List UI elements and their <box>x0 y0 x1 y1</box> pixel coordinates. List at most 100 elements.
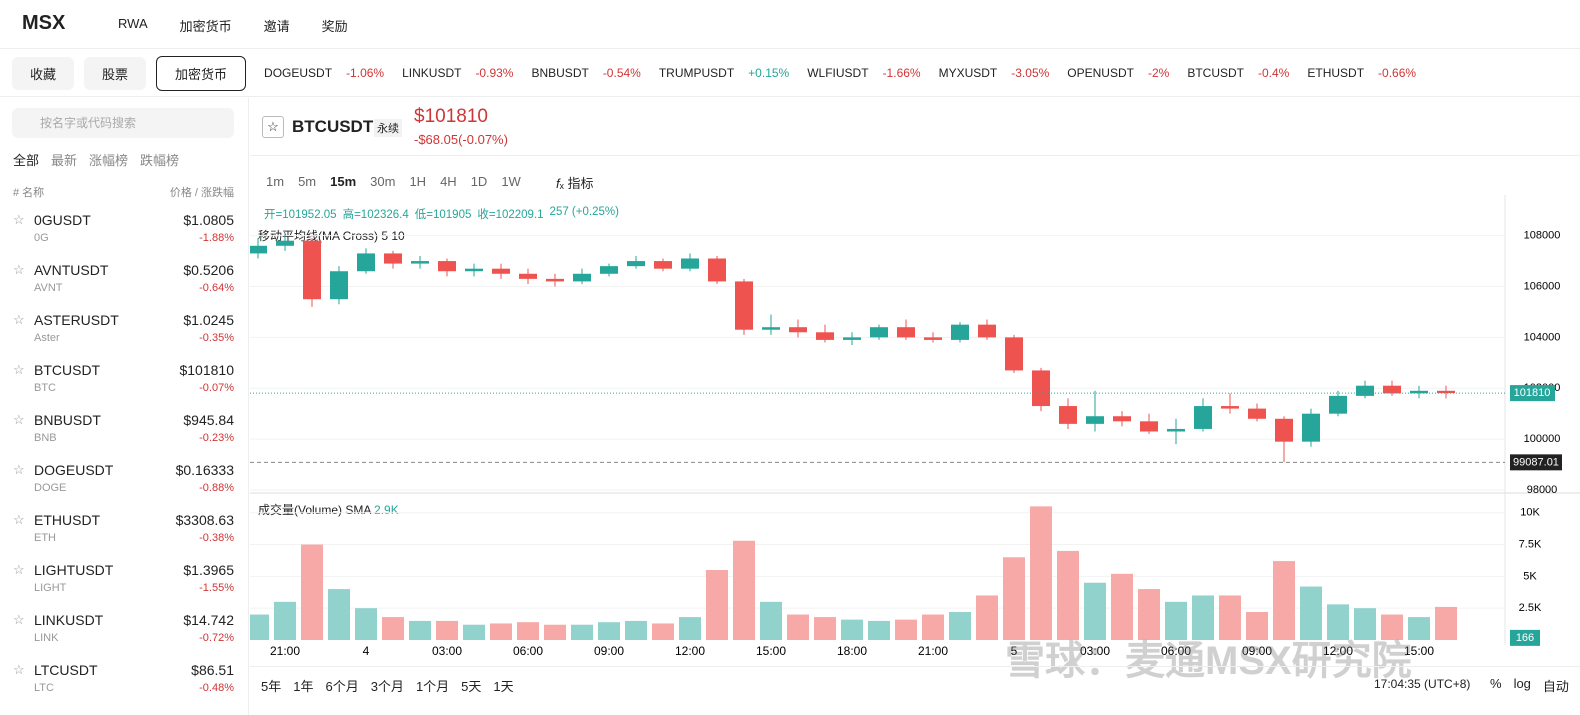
range[interactable]: 6个月 <box>325 679 359 694</box>
volume-bar <box>1273 561 1295 640</box>
filter[interactable]: 跌幅榜 <box>140 153 180 168</box>
y-tick-label: 10K <box>1520 507 1540 519</box>
tab[interactable]: 加密货币 <box>156 55 247 91</box>
ticker-name[interactable]: MYXUSDT <box>938 66 998 80</box>
volume-bar <box>868 620 890 640</box>
chart: 980001000001020001040001060001080002.5K5… <box>250 195 1580 658</box>
star: ☆ <box>13 262 25 277</box>
x-tick-label: 06:00 <box>513 644 543 658</box>
ticker-name[interactable]: ETHUSDT <box>1307 66 1365 80</box>
market-row[interactable]: ☆ BNBUSDT BNB $945.84 -0.23% <box>0 408 248 458</box>
price: $0.5206 <box>183 262 234 278</box>
candle-body <box>1302 413 1320 442</box>
candle-body <box>978 324 996 338</box>
ticker-name[interactable]: OPENUSDT <box>1067 66 1134 80</box>
market-row[interactable]: ☆ LINKUSDT LINK $14.742 -0.72% <box>0 608 248 658</box>
candle-body <box>708 258 726 282</box>
range[interactable]: 5年 <box>261 679 282 694</box>
ticker-name[interactable]: BTCUSDT <box>1187 66 1244 80</box>
divider <box>250 155 1580 156</box>
candle-body <box>546 278 564 282</box>
scale-button[interactable]: 自动 <box>1542 679 1569 694</box>
range[interactable]: 3个月 <box>370 679 404 694</box>
market-row[interactable]: ☆ ASTERUSDT Aster $1.0245 -0.35% <box>0 308 248 358</box>
filter[interactable]: 全部 <box>13 153 40 168</box>
change: -0.07% <box>199 382 234 394</box>
scale-button[interactable]: % <box>1490 676 1502 691</box>
volume-sma: 2.9K <box>374 503 399 517</box>
favorite-button[interactable]: ☆ <box>262 116 284 138</box>
ticker-name[interactable]: TRUMPUSDT <box>658 66 735 80</box>
market-row[interactable]: ☆ DOGEUSDT DOGE $0.16333 -0.88% <box>0 458 248 508</box>
ticker-name[interactable]: DOGEUSDT <box>264 66 333 80</box>
interval[interactable]: 1m <box>266 174 285 189</box>
interval[interactable]: 4H <box>440 174 457 189</box>
nav-item[interactable]: 邀请 <box>263 19 290 34</box>
tab[interactable]: 股票 <box>84 56 147 90</box>
interval[interactable]: 30m <box>370 174 396 189</box>
range[interactable]: 1年 <box>293 679 314 694</box>
nav-item[interactable]: 加密货币 <box>179 19 232 34</box>
logo[interactable]: MSX <box>22 12 66 34</box>
interval[interactable]: 15m <box>330 174 357 189</box>
candle-body <box>789 327 807 333</box>
filter[interactable]: 最新 <box>51 153 78 168</box>
volume-bar <box>328 589 350 640</box>
ticker-name[interactable]: LINKUSDT <box>402 66 462 80</box>
contract-tag: 永续 <box>374 119 402 137</box>
range[interactable]: 1天 <box>493 679 514 694</box>
volume-bar <box>1165 601 1187 640</box>
market-row[interactable]: ☆ AVNTUSDT AVNT $0.5206 -0.64% <box>0 258 248 308</box>
watermark: 雪球：麦通MSX研究院 <box>1005 639 1412 683</box>
star: ☆ <box>13 212 25 227</box>
candle-body <box>1437 390 1455 394</box>
candle-body <box>1113 416 1131 422</box>
candle-body <box>303 240 321 300</box>
candle-body <box>843 337 861 340</box>
price: $945.84 <box>183 412 234 428</box>
interval[interactable]: 1H <box>409 174 427 189</box>
range[interactable]: 1个月 <box>415 679 450 694</box>
market-row[interactable]: ☆ BTCUSDT BTC $101810 -0.07% <box>0 358 248 408</box>
symbol: ETHUSDT <box>34 512 101 528</box>
volume-bar <box>355 608 377 640</box>
last-price-label: 101810 <box>1514 387 1551 399</box>
x-tick-label: 5 <box>1011 644 1018 658</box>
star: ☆ <box>13 512 25 527</box>
candle-body <box>1140 421 1158 432</box>
divider <box>250 666 1580 667</box>
filter[interactable]: 涨幅榜 <box>89 153 129 168</box>
ohlc-item: 高=102326.4 <box>342 209 409 221</box>
volume-bar <box>1327 604 1349 640</box>
tab[interactable]: 收藏 <box>12 56 75 90</box>
candle-body <box>411 261 429 264</box>
volume-bar <box>625 620 647 640</box>
range[interactable]: 5天 <box>461 679 482 694</box>
market-row[interactable]: ☆ LIGHTUSDT LIGHT $1.3965 -1.55% <box>0 558 248 608</box>
interval[interactable]: 5m <box>298 174 317 189</box>
volume-bar <box>409 620 431 640</box>
nav-item[interactable]: 奖励 <box>321 19 348 34</box>
ticker-name[interactable]: WLFIUSDT <box>807 66 869 80</box>
volume-bar <box>652 623 674 640</box>
interval[interactable]: 1D <box>470 174 488 189</box>
price: $1.3965 <box>183 562 234 578</box>
x-tick-label: 12:00 <box>1323 644 1353 658</box>
candle-body <box>1194 406 1212 429</box>
ohlc-item: 低=101905 <box>414 209 472 221</box>
interval[interactable]: 1W <box>501 174 521 189</box>
market-row[interactable]: ☆ ETHUSDT ETH $3308.63 -0.38% <box>0 508 248 558</box>
indicator-button[interactable]: fₓ 指标 <box>556 176 594 191</box>
candle-body <box>1086 416 1104 424</box>
ticker-change: +0.15% <box>748 66 790 80</box>
volume-bar <box>1246 612 1268 640</box>
market-row[interactable]: ☆ LTCUSDT LTC $86.51 -0.48% <box>0 658 248 708</box>
x-tick-label: 21:00 <box>270 644 300 658</box>
market-row[interactable]: ☆ 0GUSDT 0G $1.0805 -1.88% <box>0 208 248 258</box>
nav-item[interactable]: RWA <box>118 16 148 31</box>
scale-button[interactable]: log <box>1513 676 1531 691</box>
ticker-name[interactable]: BNBUSDT <box>531 66 589 80</box>
ohlc-item: 开=101952.05 <box>264 209 337 221</box>
star: ☆ <box>13 662 25 677</box>
search-input[interactable]: 按名字或代码搜索 <box>12 108 234 138</box>
